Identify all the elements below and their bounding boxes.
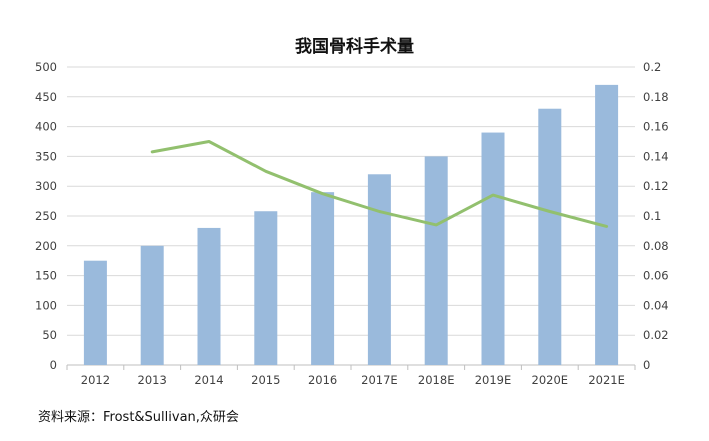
right-y-axis: 0 0.02 0.04 0.06 0.08 0.1 0.12 0.14 0.16 0.18 0.2 <box>643 60 669 372</box>
source-note: 资料来源：Frost&Sullivan,众研会 <box>38 410 239 425</box>
bar <box>538 108 562 365</box>
right-y-tick-label: 0.02 <box>643 328 669 342</box>
x-tick-label: 2012 <box>81 373 110 387</box>
x-tick-label: 2013 <box>138 373 167 387</box>
left-y-tick-label: 200 <box>35 239 57 253</box>
line-series <box>150 140 609 228</box>
right-y-tick-label: 0.14 <box>643 149 669 163</box>
bar <box>83 260 107 365</box>
bar <box>140 245 164 365</box>
x-tick-label: 2021E <box>588 373 625 387</box>
left-y-tick-label: 300 <box>35 179 57 193</box>
bar <box>481 132 505 365</box>
x-axis: 2012 2013 2014 2015 2016 2017E 2018E 2019E 2020E… <box>66 365 636 387</box>
x-tick-label: 2018E <box>418 373 455 387</box>
left-y-tick-label: 100 <box>35 298 57 312</box>
x-tick-label: 2014 <box>194 373 223 387</box>
left-y-tick-label: 0 <box>50 358 57 372</box>
left-y-axis: 0 50 100 150 200 250 300 350 400 450 500 <box>35 60 57 372</box>
x-tick-label: 2017E <box>361 373 398 387</box>
right-y-tick-label: 0.12 <box>643 179 669 193</box>
x-tick-label: 2020E <box>532 373 569 387</box>
left-y-tick-label: 400 <box>35 120 57 134</box>
x-tick-label: 2019E <box>475 373 512 387</box>
right-y-tick-label: 0.18 <box>643 90 669 104</box>
left-y-tick-label: 50 <box>42 328 57 342</box>
right-y-tick-label: 0.2 <box>643 60 661 74</box>
right-y-tick-label: 0.1 <box>643 209 661 223</box>
bar <box>197 227 221 365</box>
right-y-tick-label: 0.06 <box>643 269 669 283</box>
bar <box>311 192 335 365</box>
right-y-tick-label: 0.16 <box>643 120 669 134</box>
left-y-tick-label: 450 <box>35 90 57 104</box>
x-tick-label: 2015 <box>251 373 280 387</box>
left-y-tick-label: 150 <box>35 269 57 283</box>
chart-title: 我国骨科手术量 <box>295 37 414 57</box>
bar-series <box>83 84 619 365</box>
left-y-tick-label: 350 <box>35 149 57 163</box>
right-y-tick-label: 0 <box>643 358 650 372</box>
series-line <box>150 140 609 228</box>
right-y-tick-label: 0.08 <box>643 239 669 253</box>
right-y-tick-label: 0.04 <box>643 298 669 312</box>
bar <box>367 174 391 365</box>
left-y-tick-label: 500 <box>35 60 57 74</box>
bar <box>424 156 448 365</box>
left-y-tick-label: 250 <box>35 209 57 223</box>
x-tick-label: 2016 <box>308 373 337 387</box>
bar <box>254 211 278 365</box>
